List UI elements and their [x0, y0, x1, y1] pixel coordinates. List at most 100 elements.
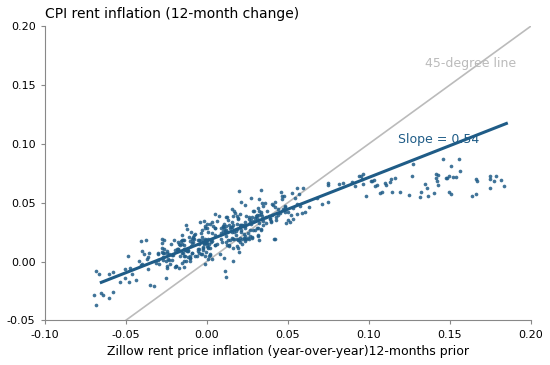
Point — [158, 236, 167, 242]
Point — [241, 202, 250, 208]
Point — [490, 178, 498, 184]
Point — [206, 251, 214, 257]
Point — [92, 268, 101, 274]
Point — [234, 249, 243, 255]
Point — [233, 237, 241, 242]
Point — [230, 208, 239, 214]
Point — [164, 251, 173, 257]
Point — [282, 220, 290, 226]
Point — [228, 235, 236, 241]
Point — [256, 226, 265, 232]
Point — [190, 253, 199, 259]
Point — [160, 246, 169, 251]
Point — [281, 203, 290, 209]
Point — [226, 224, 234, 230]
Point — [214, 212, 223, 218]
Point — [265, 213, 273, 219]
Point — [128, 271, 136, 277]
Point — [196, 237, 205, 243]
Point — [203, 225, 212, 231]
Point — [252, 215, 261, 221]
Point — [165, 261, 174, 266]
Point — [206, 221, 214, 227]
Point — [278, 193, 287, 199]
Point — [227, 224, 235, 230]
Point — [268, 203, 277, 208]
Point — [178, 260, 186, 266]
Point — [99, 292, 108, 298]
Point — [136, 262, 145, 268]
Point — [233, 213, 241, 219]
Point — [359, 181, 368, 187]
Point — [216, 251, 225, 257]
Point — [438, 156, 447, 162]
Point — [270, 236, 278, 242]
Point — [288, 205, 297, 211]
Point — [192, 253, 201, 258]
Point — [229, 236, 238, 242]
Point — [279, 206, 288, 212]
Point — [447, 191, 455, 197]
Point — [197, 251, 206, 257]
Point — [324, 200, 333, 205]
Point — [270, 236, 279, 242]
X-axis label: Zillow rent price inflation (year-over-year)12-months prior: Zillow rent price inflation (year-over-y… — [107, 345, 469, 358]
Point — [256, 227, 265, 233]
Point — [188, 250, 196, 256]
Point — [163, 256, 172, 262]
Point — [237, 229, 246, 235]
Point — [235, 235, 244, 241]
Point — [154, 251, 163, 257]
Point — [432, 175, 441, 181]
Point — [267, 201, 276, 207]
Point — [205, 241, 213, 247]
Point — [197, 227, 206, 233]
Point — [234, 216, 243, 222]
Point — [228, 222, 237, 227]
Point — [235, 224, 244, 230]
Point — [146, 282, 155, 288]
Point — [234, 245, 243, 251]
Point — [183, 227, 191, 233]
Point — [163, 264, 172, 269]
Point — [158, 249, 167, 255]
Point — [358, 176, 366, 182]
Point — [228, 224, 236, 230]
Point — [185, 234, 194, 240]
Point — [371, 184, 380, 189]
Text: Slope = 0.54: Slope = 0.54 — [398, 133, 479, 146]
Point — [204, 228, 212, 234]
Point — [222, 223, 230, 229]
Point — [456, 168, 465, 174]
Point — [356, 173, 365, 179]
Point — [207, 237, 216, 242]
Text: CPI rent inflation (12-month change): CPI rent inflation (12-month change) — [45, 7, 299, 21]
Point — [284, 217, 293, 223]
Text: 45-degree line: 45-degree line — [425, 57, 516, 70]
Point — [186, 255, 195, 261]
Point — [108, 269, 117, 275]
Point — [208, 223, 217, 229]
Point — [433, 172, 442, 178]
Point — [222, 227, 230, 233]
Point — [199, 247, 208, 253]
Point — [90, 292, 98, 298]
Point — [178, 238, 186, 243]
Point — [280, 210, 289, 215]
Point — [247, 195, 256, 200]
Point — [204, 256, 212, 262]
Point — [423, 185, 432, 191]
Point — [239, 231, 248, 237]
Point — [177, 250, 186, 256]
Point — [219, 228, 228, 234]
Point — [266, 215, 275, 221]
Point — [225, 243, 234, 249]
Point — [270, 199, 279, 204]
Point — [125, 279, 134, 285]
Point — [168, 257, 177, 263]
Point — [390, 175, 399, 181]
Point — [266, 216, 274, 222]
Point — [126, 265, 135, 271]
Point — [197, 251, 206, 257]
Point — [152, 260, 161, 266]
